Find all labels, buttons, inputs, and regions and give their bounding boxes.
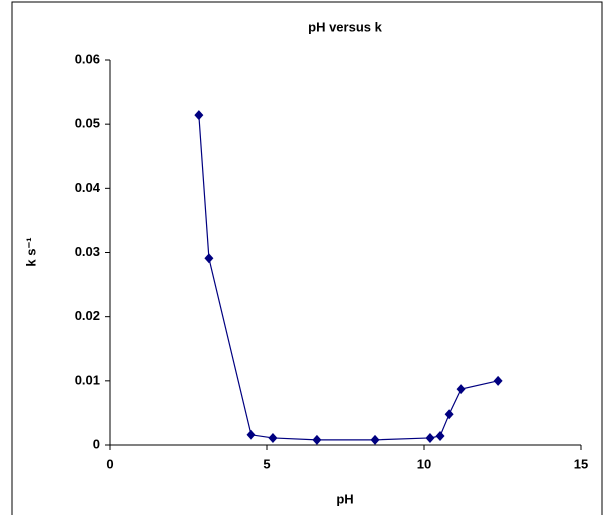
x-axis-label: pH (336, 491, 353, 506)
x-tick-label: 0 (106, 456, 113, 471)
y-tick-label: 0.06 (75, 51, 100, 66)
data-point (456, 384, 466, 395)
data-point (246, 429, 256, 440)
x-tick-label: 5 (263, 456, 270, 471)
data-point (268, 432, 278, 443)
data-point (370, 434, 380, 445)
y-tick-label: 0 (93, 436, 100, 451)
data-point (425, 432, 435, 443)
y-tick-label: 0.05 (75, 116, 100, 131)
y-tick-label: 0.01 (75, 372, 100, 387)
data-point (194, 110, 204, 121)
data-point (204, 253, 214, 264)
chart-frame (11, 1, 603, 515)
chart-title: pH versus k (308, 19, 382, 34)
data-point (435, 431, 445, 442)
data-point (493, 375, 503, 386)
data-point (444, 409, 454, 420)
y-tick-label: 0.04 (75, 180, 101, 195)
x-tick-label: 15 (574, 456, 588, 471)
y-tick-label: 0.03 (75, 244, 100, 259)
data-point (312, 434, 322, 445)
y-axis-label: k s⁻¹ (23, 237, 38, 266)
x-tick-label: 10 (417, 456, 431, 471)
y-tick-label: 0.02 (75, 308, 100, 323)
